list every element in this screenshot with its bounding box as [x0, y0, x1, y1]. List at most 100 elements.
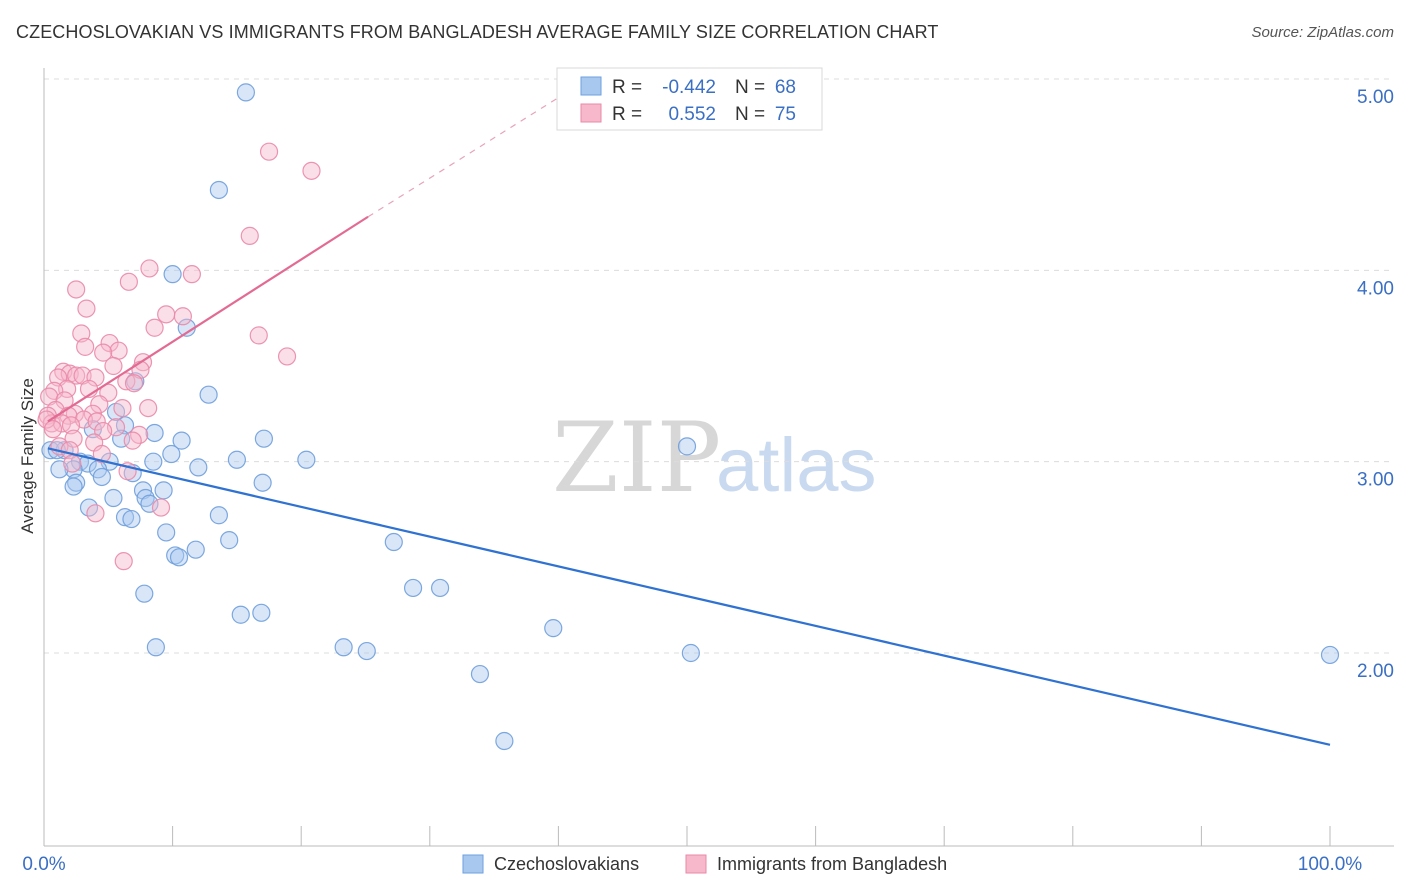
point-czechoslovakians-55 — [357, 641, 376, 661]
point-czechoslovakians-18 — [297, 450, 316, 469]
y-tick-label-2: 4.00 — [1357, 278, 1394, 299]
point-bangladesh-7 — [77, 299, 96, 318]
x-tick-label-1: 100.0% — [1298, 854, 1363, 875]
point-bangladesh-46 — [52, 414, 72, 433]
point-czechoslovakians-50 — [252, 603, 271, 622]
stats-n-label-1: N = — [735, 77, 765, 98]
point-bangladesh-28 — [124, 374, 144, 393]
point-bangladesh-11 — [249, 326, 268, 345]
point-czechoslovakians-52 — [544, 619, 563, 638]
point-bangladesh-2 — [240, 226, 259, 245]
watermark-zip: ZIP — [552, 402, 721, 514]
point-czechoslovakians-5 — [199, 385, 218, 404]
y-axis-tick-labels: 2.00 3.00 4.00 5.00 — [1357, 87, 1394, 682]
point-bangladesh-58 — [92, 444, 111, 464]
point-czechoslovakians-16 — [162, 444, 181, 464]
point-czechoslovakians-11 — [172, 431, 191, 450]
point-bangladesh-62 — [86, 504, 105, 523]
watermark: ZIP atlas — [552, 402, 877, 514]
watermark-atlas: atlas — [716, 423, 877, 508]
point-bangladesh-37 — [139, 398, 158, 418]
point-bangladesh-17 — [277, 347, 297, 366]
source-credit: Source: ZipAtlas.com — [1251, 24, 1394, 41]
stats-swatch-bangladesh — [580, 103, 602, 123]
point-czechoslovakians-28 — [92, 467, 111, 487]
x-axis-ticks: 0.0% 100.0% — [22, 826, 1362, 875]
point-czechoslovakians-34 — [104, 488, 123, 508]
point-czechoslovakians-39 — [115, 508, 135, 527]
point-czechoslovakians-58 — [470, 664, 490, 684]
point-czechoslovakians-32 — [154, 481, 173, 500]
point-czechoslovakians-54 — [334, 638, 353, 657]
point-bangladesh-60 — [63, 454, 82, 473]
legend-swatch-bangladesh — [685, 854, 707, 874]
point-czechoslovakians-60 — [1320, 645, 1340, 665]
point-bangladesh-63 — [114, 552, 133, 571]
stats-n-value-2: 75 — [775, 104, 796, 125]
y-tick-label-3: 5.00 — [1357, 87, 1394, 108]
stats-r-label-1: R = — [612, 77, 642, 98]
gridlines — [44, 78, 1394, 654]
point-czechoslovakians-43 — [384, 532, 403, 552]
point-czechoslovakians-19 — [144, 452, 163, 471]
point-czechoslovakians-46 — [169, 548, 189, 567]
point-czechoslovakians-40 — [122, 509, 141, 529]
point-bangladesh-44 — [87, 412, 106, 431]
point-bangladesh-9 — [173, 307, 192, 326]
point-czechoslovakians-57 — [681, 643, 700, 663]
point-bangladesh-47 — [61, 416, 81, 435]
chart-title: CZECHOSLOVAKIAN VS IMMIGRANTS FROM BANGL… — [16, 22, 939, 42]
point-bangladesh-16 — [94, 343, 113, 362]
legend: Czechoslovakians Immigrants from Banglad… — [462, 854, 947, 874]
point-czechoslovakians-41 — [157, 523, 176, 542]
point-czechoslovakians-47 — [403, 578, 423, 598]
point-czechoslovakians-36 — [140, 494, 159, 513]
point-czechoslovakians-2 — [163, 265, 182, 284]
stats-swatch-czechoslovakians — [580, 76, 602, 96]
point-bangladesh-25 — [86, 368, 105, 387]
point-bangladesh-36 — [113, 398, 132, 418]
point-bangladesh-10 — [145, 318, 164, 337]
point-bangladesh-13 — [76, 337, 95, 356]
point-czechoslovakians-12 — [254, 429, 274, 448]
point-czechoslovakians-17 — [227, 450, 246, 469]
stats-n-value-1: 68 — [775, 77, 796, 98]
point-bangladesh-8 — [157, 305, 176, 324]
stats-r-label-2: R = — [612, 104, 642, 125]
point-czechoslovakians-56 — [677, 437, 697, 456]
point-czechoslovakians-0 — [236, 83, 256, 102]
y-tick-label-1: 3.00 — [1357, 470, 1394, 491]
y-axis-title: Average Family Size — [18, 378, 37, 534]
point-bangladesh-50 — [37, 410, 56, 429]
trend-line-czechoslovakians — [47, 447, 1331, 746]
trend-line-bangladesh — [47, 215, 369, 423]
point-czechoslovakians-44 — [186, 540, 205, 559]
legend-label-czechoslovakians: Czechoslovakians — [494, 854, 639, 874]
point-bangladesh-4 — [182, 265, 201, 284]
point-czechoslovakians-9 — [112, 429, 131, 448]
point-bangladesh-6 — [67, 280, 86, 299]
point-czechoslovakians-1 — [209, 180, 228, 200]
legend-label-bangladesh: Immigrants from Bangladesh — [717, 854, 947, 874]
point-czechoslovakians-30 — [253, 473, 272, 492]
point-bangladesh-23 — [67, 366, 86, 385]
point-bangladesh-5 — [119, 272, 138, 291]
point-bangladesh-61 — [151, 498, 171, 517]
x-tick-label-0: 0.0% — [22, 854, 65, 875]
point-bangladesh-1 — [302, 161, 321, 180]
point-czechoslovakians-59 — [495, 731, 514, 751]
point-bangladesh-52 — [64, 429, 83, 448]
point-czechoslovakians-49 — [135, 584, 154, 603]
point-czechoslovakians-42 — [220, 531, 239, 550]
point-czechoslovakians-23 — [189, 458, 208, 477]
point-bangladesh-12 — [72, 324, 91, 343]
point-czechoslovakians-38 — [209, 506, 228, 525]
point-bangladesh-3 — [140, 259, 159, 278]
point-czechoslovakians-51 — [231, 605, 250, 624]
point-czechoslovakians-31 — [64, 477, 83, 496]
y-tick-label-0: 2.00 — [1357, 661, 1394, 682]
point-bangladesh-55 — [43, 420, 63, 439]
stats-box: R = -0.442 N = 68 R = 0.552 N = 75 — [556, 67, 823, 131]
point-bangladesh-19 — [104, 356, 123, 376]
